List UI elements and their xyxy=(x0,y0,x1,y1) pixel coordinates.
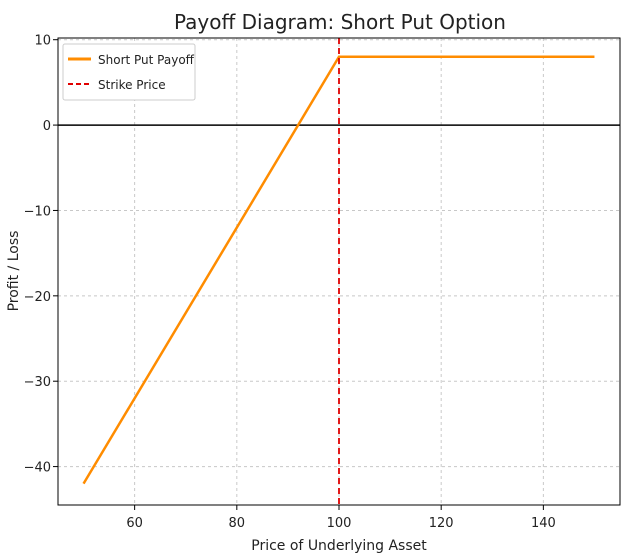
short-put-payoff-line xyxy=(82,55,595,485)
x-tick-label: 100 xyxy=(327,516,352,531)
legend-label-short-put: Short Put Payoff xyxy=(98,53,195,67)
y-tick-label: −10 xyxy=(24,204,51,219)
y-tick-label: 10 xyxy=(34,34,51,49)
y-tick-label: 0 xyxy=(43,119,51,134)
grid xyxy=(58,38,620,505)
y-axis-label: Profit / Loss xyxy=(6,231,22,312)
legend: Short Put Payoff Strike Price xyxy=(62,43,196,101)
y-tick-label: −40 xyxy=(24,461,51,476)
x-tick-label: 120 xyxy=(429,516,454,531)
y-tick-label: −20 xyxy=(24,290,51,305)
chart-title: Payoff Diagram: Short Put Option xyxy=(174,10,506,34)
x-tick-label: 140 xyxy=(531,516,556,531)
legend-box xyxy=(62,43,196,101)
x-axis-ticks: 60 80 100 120 140 xyxy=(126,505,556,531)
series-group xyxy=(82,38,595,505)
x-tick-label: 80 xyxy=(229,516,246,531)
legend-label-strike: Strike Price xyxy=(98,78,166,92)
y-axis-ticks: 10 0 −10 −20 −30 −40 xyxy=(24,34,58,476)
y-tick-label: −30 xyxy=(24,375,51,390)
x-tick-label: 60 xyxy=(126,516,143,531)
x-axis-label: Price of Underlying Asset xyxy=(251,538,427,554)
